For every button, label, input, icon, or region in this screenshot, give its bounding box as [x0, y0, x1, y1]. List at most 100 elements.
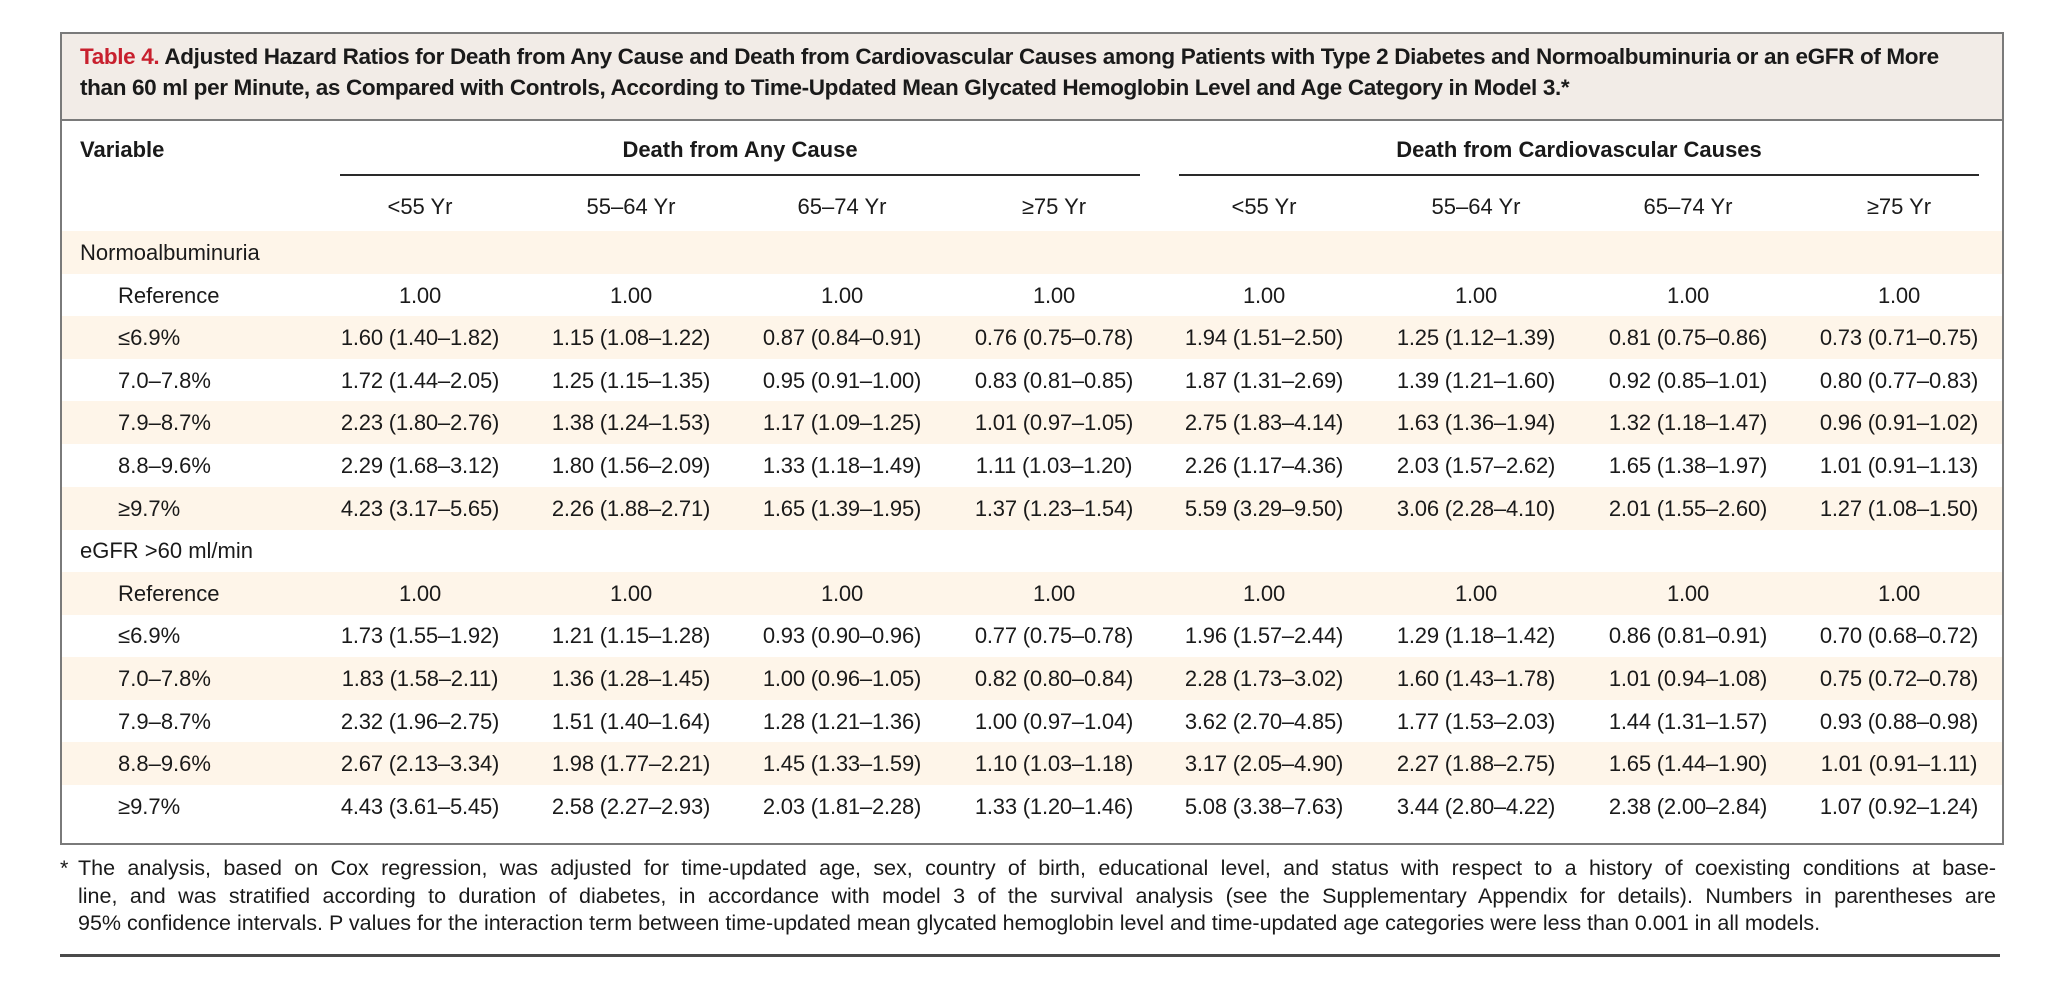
hazard-ratio-cell: 2.01 (1.55–2.60)	[1608, 495, 1768, 521]
age-category-header: 55–64 Yr	[586, 194, 676, 219]
row-label: 7.9–8.7%	[118, 708, 211, 734]
hazard-ratio-cell: 2.27 (1.88–2.75)	[1396, 751, 1556, 777]
hazard-ratio-cell: 1.44 (1.31–1.57)	[1608, 708, 1768, 734]
table-row: 7.0–7.8% 1.83 (1.58–2.11) 1.36 (1.28–1.45)…	[62, 657, 2002, 700]
hazard-ratio-cell: 1.00	[398, 580, 442, 606]
group-header-cardiovascular: Death from Cardiovascular Causes	[1396, 137, 1762, 162]
hazard-ratio-cell: 4.23 (3.17–5.65)	[340, 495, 500, 521]
hazard-ratio-cell: 1.11 (1.03–1.20)	[975, 453, 1133, 478]
hazard-ratio-cell: 1.00	[1666, 580, 1710, 606]
hazard-ratio-cell: 2.03 (1.57–2.62)	[1396, 453, 1556, 478]
hazard-ratio-cell: 0.70 (0.68–0.72)	[1819, 623, 1979, 649]
table-row: 8.8–9.6% 2.67 (2.13–3.34) 1.98 (1.77–2.21)…	[62, 742, 2002, 786]
hazard-ratio-cell: 1.83 (1.58–2.11)	[341, 666, 499, 691]
table-row: 7.9–8.7% 2.32 (1.96–2.75) 1.51 (1.40–1.64)…	[62, 700, 2002, 743]
footnote-line: The analysis, based on Cox regression, w…	[78, 856, 1996, 880]
section-row: eGFR >60 ml/min	[62, 529, 2002, 572]
footnote-marker: *	[60, 856, 69, 880]
hazard-ratio-cell: 3.06 (2.28–4.10)	[1396, 495, 1556, 521]
hazard-ratio-cell: 2.32 (1.96–2.75)	[340, 708, 500, 734]
hazard-ratio-cell: 0.95 (0.91–1.00)	[762, 367, 922, 393]
section-row: Normoalbuminuria	[62, 231, 2002, 274]
hazard-ratio-cell: 1.00	[609, 282, 653, 308]
hazard-ratio-cell: 1.45 (1.33–1.59)	[762, 751, 922, 777]
hazard-ratio-cell: 2.75 (1.83–4.14)	[1184, 410, 1344, 436]
hazard-ratio-cell: 1.65 (1.38–1.97)	[1608, 453, 1768, 478]
hazard-ratio-cell: 2.38 (2.00–2.84)	[1608, 793, 1768, 819]
hazard-ratio-cell: 1.15 (1.08–1.22)	[551, 325, 711, 351]
hazard-ratio-cell: 0.75 (0.72–0.78)	[1819, 666, 1979, 691]
age-category-header: 65–74 Yr	[797, 194, 887, 219]
hazard-ratio-cell: 1.63 (1.36–1.94)	[1396, 410, 1556, 436]
hazard-ratio-cell: 1.65 (1.44–1.90)	[1608, 751, 1768, 777]
table-title-band: Table 4. Adjusted Hazard Ratios for Deat…	[62, 34, 2002, 121]
table-row: 7.0–7.8% 1.72 (1.44–2.05) 1.25 (1.15–1.35)…	[62, 359, 2002, 402]
hazard-ratio-cell: 2.23 (1.80–2.76)	[340, 410, 500, 436]
hazard-ratio-cell: 0.83 (0.81–0.85)	[974, 367, 1134, 393]
hazard-ratio-cell: 5.08 (3.38–7.63)	[1184, 793, 1344, 819]
hazard-ratio-cell: 1.32 (1.18–1.47)	[1608, 410, 1768, 436]
hazard-ratio-cell: 1.27 (1.08–1.50)	[1819, 495, 1979, 521]
hazard-ratio-cell: 1.65 (1.39–1.95)	[762, 495, 922, 521]
hazard-ratio-cell: 1.60 (1.43–1.78)	[1396, 666, 1556, 691]
hazard-ratio-cell: 2.67 (2.13–3.34)	[340, 751, 500, 777]
hazard-ratio-cell: 1.36 (1.28–1.45)	[551, 666, 711, 691]
hazard-ratio-cell: 1.39 (1.21–1.60)	[1396, 367, 1556, 393]
table-row: ≤6.9% 1.60 (1.40–1.82) 1.15 (1.08–1.22) 0.8…	[62, 316, 2002, 360]
table-number-label: Table 4.	[80, 44, 160, 69]
hazard-ratio-cell: 1.00	[820, 282, 864, 308]
row-label: 7.0–7.8%	[118, 367, 211, 393]
age-category-header: ≥75 Yr	[1021, 194, 1087, 219]
hazard-ratio-cell: 1.33 (1.18–1.49)	[762, 453, 922, 478]
hazard-ratio-cell: 0.82 (0.80–0.84)	[974, 666, 1134, 691]
hazard-ratio-cell: 1.38 (1.24–1.53)	[551, 410, 711, 436]
hazard-ratio-cell: 2.26 (1.17–4.36)	[1184, 453, 1344, 478]
hazard-ratio-cell: 1.00 (0.97–1.04)	[974, 708, 1134, 734]
hazard-ratio-cell: 5.59 (3.29–9.50)	[1184, 495, 1344, 521]
hazard-ratio-cell: 1.00	[1032, 282, 1076, 308]
age-category-header: 55–64 Yr	[1431, 194, 1521, 219]
hazard-ratio-cell: 1.00	[1454, 282, 1498, 308]
hazard-ratio-cell: 3.62 (2.70–4.85)	[1184, 708, 1344, 734]
hazard-ratio-cell: 2.26 (1.88–2.71)	[551, 495, 711, 521]
hazard-ratio-cell: 1.00	[1242, 282, 1286, 308]
hazard-ratio-cell: 1.01 (0.91–1.11)	[1820, 751, 1978, 777]
hazard-ratio-cell: 0.73 (0.71–0.75)	[1819, 325, 1979, 351]
table-row: ≤6.9% 1.73 (1.55–1.92) 1.21 (1.15–1.28) 0.9…	[62, 614, 2002, 657]
age-category-header: <55 Yr	[1231, 194, 1297, 219]
results-table: Table 4. Adjusted Hazard Ratios for Deat…	[60, 32, 2004, 845]
table-title-line2: than 60 ml per Minute, as Compared with …	[80, 75, 1570, 100]
hazard-ratio-cell: 0.81 (0.75–0.86)	[1608, 325, 1768, 351]
hazard-ratio-cell: 4.43 (3.61–5.45)	[340, 793, 500, 819]
hazard-ratio-cell: 0.76 (0.75–0.78)	[974, 325, 1134, 351]
hazard-ratio-cell: 1.33 (1.20–1.46)	[974, 793, 1134, 819]
hazard-ratio-cell: 0.87 (0.84–0.91)	[762, 325, 922, 351]
age-category-header: ≥75 Yr	[1866, 194, 1932, 219]
row-label: 8.8–9.6%	[118, 751, 211, 777]
hazard-ratio-cell: 1.29 (1.18–1.42)	[1396, 623, 1556, 649]
hazard-ratio-cell: 1.60 (1.40–1.82)	[340, 325, 500, 351]
hazard-ratio-cell: 1.07 (0.92–1.24)	[1819, 793, 1979, 819]
row-label: ≤6.9%	[118, 623, 181, 649]
hazard-ratio-cell: 1.73 (1.55–1.92)	[340, 623, 500, 649]
footnote-line: line, and was stratified according to du…	[78, 883, 1996, 908]
row-label: ≥9.7%	[118, 793, 181, 819]
hazard-ratio-cell: 2.28 (1.73–3.02)	[1184, 666, 1344, 691]
hazard-ratio-cell: 0.93 (0.88–0.98)	[1819, 708, 1979, 734]
hazard-ratio-cell: 1.72 (1.44–2.05)	[340, 367, 500, 393]
hazard-ratio-cell: 1.28 (1.21–1.36)	[762, 708, 922, 734]
table-title: Table 4. Adjusted Hazard Ratios for Deat…	[80, 41, 1980, 103]
hazard-ratio-cell: 1.00	[398, 282, 442, 308]
row-label: 7.9–8.7%	[118, 410, 211, 436]
row-label: Reference	[118, 282, 220, 308]
hazard-ratio-cell: 1.00	[1877, 580, 1921, 606]
hazard-ratio-cell: 1.10 (1.03–1.18)	[974, 751, 1134, 777]
hazard-ratio-cell: 1.00	[609, 580, 653, 606]
hazard-ratio-cell: 1.00	[1032, 580, 1076, 606]
section-label: eGFR >60 ml/min	[80, 538, 253, 564]
hazard-ratio-cell: 2.58 (2.27–2.93)	[551, 793, 711, 819]
age-category-header: <55 Yr	[387, 194, 453, 219]
hazard-ratio-cell: 1.00	[1454, 580, 1498, 606]
hazard-ratio-cell: 1.25 (1.15–1.35)	[551, 367, 711, 393]
row-label: Reference	[118, 580, 220, 606]
